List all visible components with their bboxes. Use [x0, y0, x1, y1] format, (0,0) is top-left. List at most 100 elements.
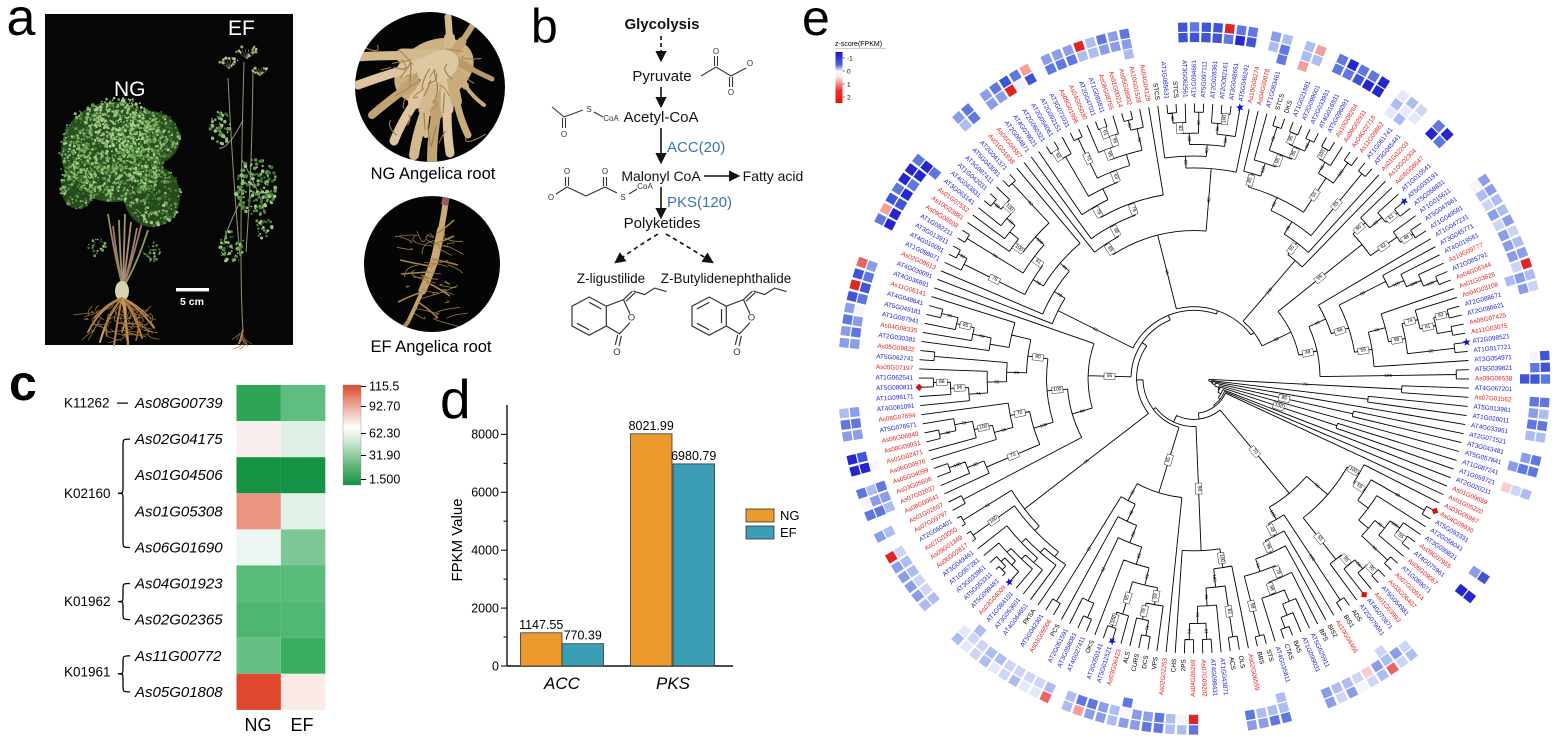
svg-text:8000: 8000: [471, 428, 499, 442]
svg-text:55: 55: [1165, 456, 1172, 463]
svg-text:90: 90: [1314, 482, 1321, 489]
svg-text:99: 99: [1249, 603, 1256, 610]
svg-text:O: O: [602, 167, 608, 176]
svg-text:82: 82: [1130, 530, 1137, 537]
svg-text:85: 85: [1246, 177, 1253, 184]
svg-text:100: 100: [1269, 509, 1277, 518]
svg-text:61: 61: [1425, 323, 1432, 330]
svg-text:96: 96: [1336, 327, 1343, 334]
svg-text:78: 78: [1274, 568, 1282, 576]
svg-text:55: 55: [1355, 482, 1363, 490]
svg-text:55: 55: [1316, 534, 1324, 542]
svg-text:K11262: K11262: [64, 396, 110, 411]
svg-text:99: 99: [1374, 327, 1381, 333]
svg-text:100: 100: [1053, 386, 1062, 393]
svg-text:PKS(120): PKS(120): [667, 194, 732, 211]
svg-text:99: 99: [1304, 142, 1311, 149]
svg-text:PKS: PKS: [656, 674, 691, 693]
svg-text:As05G01808: As05G01808: [134, 684, 223, 701]
svg-text:DKS: DKS: [1283, 100, 1294, 115]
svg-text:100: 100: [1308, 553, 1317, 562]
svg-text:74: 74: [1255, 562, 1261, 569]
svg-text:96: 96: [1287, 135, 1295, 143]
svg-text:As04G01923: As04G01923: [134, 576, 223, 593]
svg-text:6980.79: 6980.79: [671, 449, 716, 463]
svg-text:93: 93: [1054, 152, 1062, 160]
svg-text:66: 66: [1092, 326, 1099, 333]
svg-text:82: 82: [1438, 312, 1445, 319]
svg-text:Fatty acid: Fatty acid: [743, 168, 804, 184]
svg-text:100: 100: [1426, 279, 1435, 287]
svg-text:98: 98: [1268, 585, 1276, 592]
svg-text:Acetyl-CoA: Acetyl-CoA: [623, 109, 698, 126]
svg-text:96: 96: [1014, 370, 1020, 375]
svg-text:99: 99: [1061, 264, 1068, 271]
svg-text:82: 82: [1100, 565, 1107, 572]
svg-text:AT5G062741: AT5G062741: [876, 353, 914, 363]
svg-text:OKS: OKS: [1084, 639, 1095, 654]
svg-text:85: 85: [962, 322, 969, 329]
svg-text:93: 93: [1112, 173, 1120, 181]
svg-text:AT2G082161: AT2G082161: [1219, 61, 1230, 99]
svg-text:100: 100: [1004, 203, 1014, 213]
svg-text:AT5G013981: AT5G013981: [1473, 404, 1511, 415]
svg-text:As07G01562: As07G01562: [1474, 394, 1512, 404]
svg-text:O: O: [564, 167, 570, 176]
svg-text:93: 93: [1152, 593, 1159, 600]
svg-text:95: 95: [1144, 573, 1150, 579]
svg-text:0: 0: [492, 659, 499, 673]
svg-text:100: 100: [1409, 280, 1418, 288]
svg-text:66: 66: [1204, 594, 1209, 600]
svg-text:66: 66: [1428, 348, 1434, 354]
svg-text:61: 61: [1387, 213, 1395, 221]
svg-text:78: 78: [961, 420, 967, 426]
svg-text:O: O: [748, 313, 755, 324]
svg-text:61: 61: [1085, 545, 1092, 552]
svg-text:88: 88: [1359, 290, 1366, 297]
svg-text:48: 48: [1170, 115, 1175, 121]
svg-text:8021.99: 8021.99: [629, 419, 674, 433]
svg-text:ACC(20): ACC(20): [667, 139, 725, 156]
svg-text:100: 100: [1110, 614, 1118, 624]
svg-text:5 cm: 5 cm: [180, 296, 204, 308]
svg-text:99: 99: [1316, 274, 1324, 282]
svg-text:96: 96: [1008, 219, 1015, 226]
svg-text:99: 99: [1111, 137, 1119, 144]
svg-text:a: a: [7, 0, 36, 47]
svg-text:96: 96: [1079, 408, 1086, 414]
svg-text:4000: 4000: [471, 544, 499, 558]
svg-text:As02G02253: As02G02253: [1158, 657, 1169, 695]
svg-text:88: 88: [1106, 245, 1114, 253]
svg-text:70: 70: [1376, 521, 1383, 528]
svg-text:82: 82: [1177, 125, 1183, 131]
svg-text:100: 100: [979, 423, 989, 431]
svg-text:95: 95: [1083, 457, 1090, 464]
svg-text:100: 100: [1014, 243, 1024, 253]
svg-text:55: 55: [1360, 347, 1367, 354]
svg-text:78: 78: [1094, 208, 1102, 216]
svg-text:K01961: K01961: [64, 665, 111, 680]
svg-text:DCS: DCS: [1141, 655, 1150, 669]
svg-text:AT2G028361: AT2G028361: [1210, 60, 1220, 98]
svg-text:O: O: [561, 130, 567, 139]
svg-text:O: O: [628, 313, 635, 324]
svg-text:88: 88: [1187, 136, 1192, 142]
svg-text:AT1G028011: AT1G028011: [1472, 413, 1510, 425]
svg-text:100: 100: [1348, 466, 1358, 475]
svg-text:100: 100: [1336, 168, 1345, 177]
svg-text:100: 100: [1221, 114, 1228, 123]
svg-text:EF Angelica root: EF Angelica root: [370, 338, 491, 356]
svg-text:98: 98: [1314, 319, 1321, 326]
svg-text:CURS: CURS: [1131, 653, 1141, 672]
svg-text:66: 66: [1318, 164, 1325, 171]
svg-text:48: 48: [1268, 526, 1276, 534]
svg-text:As02G02365: As02G02365: [134, 612, 223, 629]
svg-text:93: 93: [1204, 147, 1209, 153]
svg-text:100: 100: [1318, 148, 1327, 158]
svg-text:EF: EF: [780, 525, 797, 540]
svg-text:0: 0: [847, 69, 851, 76]
svg-text:STCS: STCS: [1171, 81, 1179, 98]
svg-text:100: 100: [1392, 280, 1401, 288]
svg-text:98: 98: [1183, 160, 1188, 166]
svg-text:82: 82: [1206, 197, 1211, 203]
